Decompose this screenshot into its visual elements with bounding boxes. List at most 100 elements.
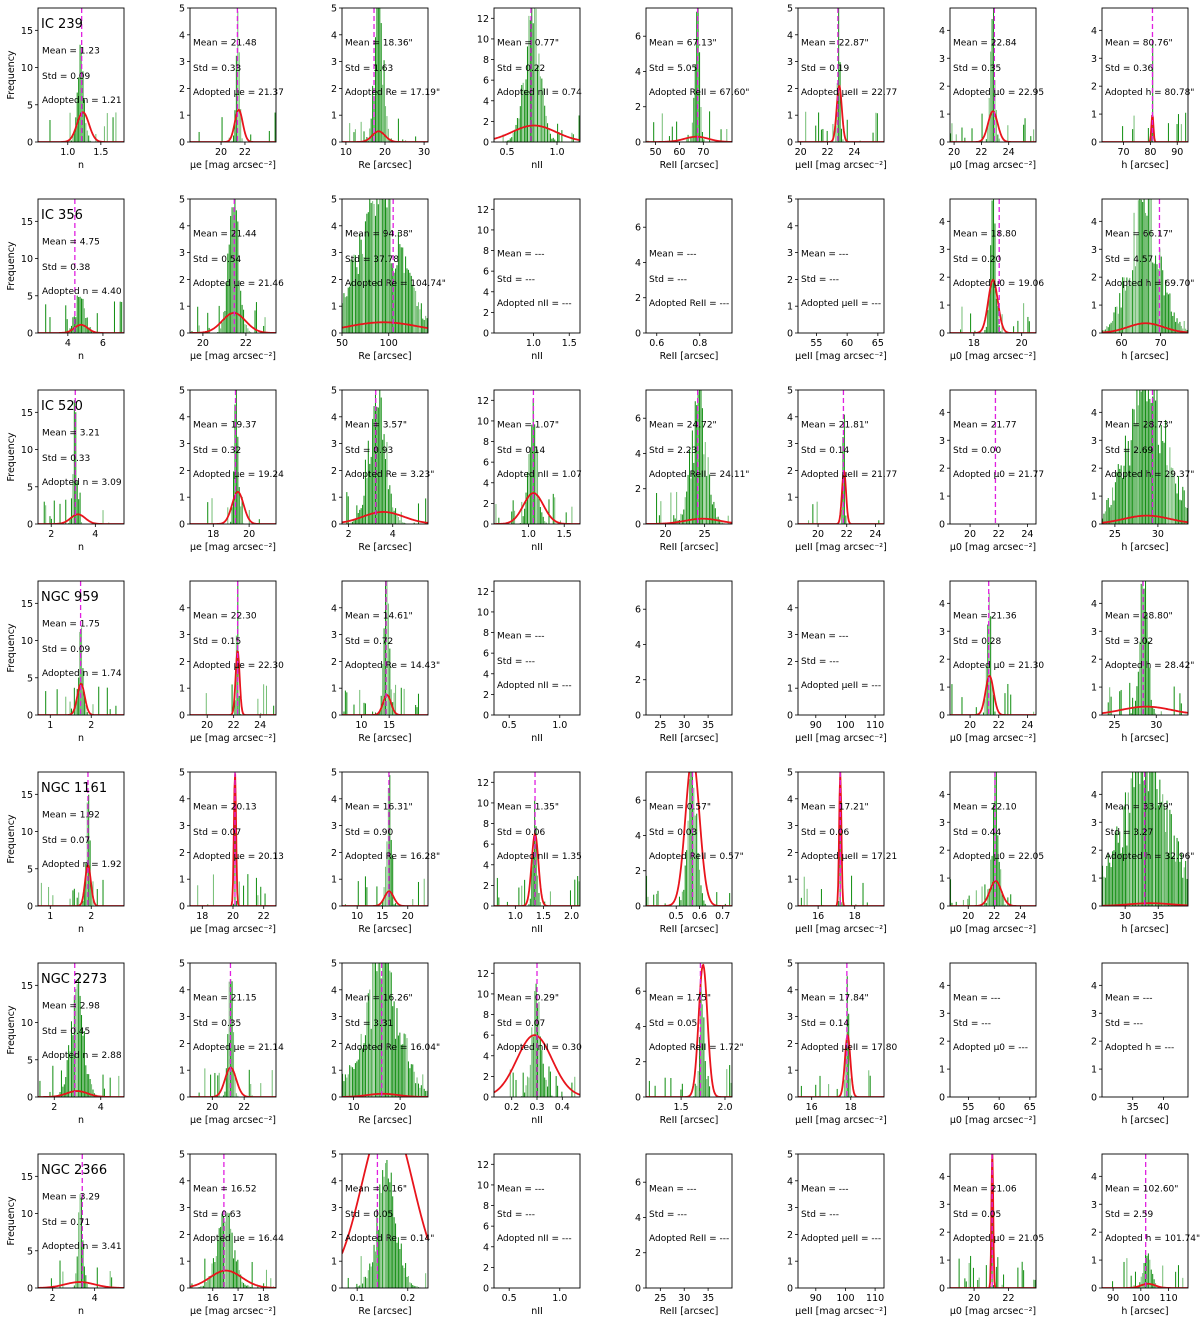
x-tick-label: 90 (810, 1293, 822, 1304)
histogram-bar (972, 1267, 974, 1288)
histogram-bar (694, 815, 696, 906)
std-stat-text: Std = 0.05 (953, 1210, 1001, 1220)
y-tick-label: 1 (1091, 874, 1097, 885)
x-tick-label: 70 (1117, 147, 1129, 158)
histogram-bar (1112, 851, 1114, 906)
x-tick-label: 0.5 (502, 720, 517, 731)
galaxy-name: IC 356 (41, 208, 83, 223)
adopted-stat-text: Adopted μe = 21.46 (193, 279, 284, 289)
histogram-bar (541, 78, 543, 142)
y-tick-label: 0 (331, 329, 337, 340)
y-tick-label: 1 (331, 1066, 337, 1077)
y-tick-label: 4 (179, 794, 185, 805)
mean-stat-text: Mean = --- (801, 1185, 849, 1195)
histogram-bar (727, 515, 729, 524)
histogram-bar (405, 256, 407, 333)
y-tick-label: 10 (477, 798, 489, 809)
histogram-bar (417, 1083, 419, 1097)
histogram-bar (353, 704, 355, 715)
histogram-bar (260, 886, 262, 906)
histogram-bar (60, 1070, 62, 1097)
histogram-bar (815, 125, 817, 142)
histogram-bar (410, 1283, 412, 1288)
y-tick-label: 4 (635, 1022, 641, 1033)
histogram-bar (399, 244, 401, 333)
x-axis-label: μe [mag arcsec⁻²] (190, 542, 276, 553)
y-tick-label: 8 (483, 437, 489, 448)
histogram-bar (405, 1263, 407, 1288)
y-tick-label: 6 (483, 1031, 489, 1042)
histogram-bar (238, 1270, 240, 1288)
y-tick-label: 4 (483, 1051, 489, 1062)
histogram-bar (1102, 865, 1104, 906)
histogram-bar (1124, 435, 1126, 524)
y-tick-label: 8 (483, 1010, 489, 1021)
y-tick-label: 12 (477, 396, 489, 407)
y-tick-label: 4 (635, 67, 641, 78)
histogram-bar (364, 1276, 366, 1288)
histogram-bar (111, 1277, 113, 1288)
y-tick-label: 1 (939, 492, 945, 503)
histogram-bar (524, 508, 526, 524)
histogram-bar (816, 501, 818, 524)
y-tick-label: 12 (477, 1160, 489, 1171)
histogram-bar (525, 492, 527, 524)
mean-stat-text: Mean = 21.36 (953, 612, 1017, 622)
histogram-bar (68, 1045, 70, 1097)
x-tick-label: 60 (993, 1102, 1005, 1113)
histogram-bar (363, 702, 365, 715)
histogram-bar (400, 247, 402, 333)
histogram-bar (1173, 475, 1175, 524)
histogram-bar (554, 139, 556, 142)
histogram-bar (224, 310, 226, 333)
histogram-bar (1149, 772, 1151, 906)
mean-stat-text: Mean = --- (801, 632, 849, 642)
histogram-bar (1010, 694, 1012, 715)
y-tick-label: 4 (331, 985, 337, 996)
adopted-stat-text: Adopted n = 4.40 (42, 287, 122, 297)
histogram-bar (965, 1281, 967, 1288)
y-tick-label: 5 (27, 1055, 33, 1066)
histogram-bar (531, 424, 533, 524)
histogram-bar (1001, 1284, 1003, 1288)
histogram-bar (416, 707, 418, 715)
histogram-bar (235, 1093, 237, 1097)
adopted-stat-text: Adopted nII = 0.30 (497, 1043, 582, 1053)
x-tick-label: 20 (215, 147, 227, 158)
histogram-bar (542, 1063, 544, 1097)
histogram-bar (103, 1088, 105, 1097)
y-tick-label: 5 (331, 386, 337, 397)
histogram-bar (551, 138, 553, 142)
x-axis-label: μeII [mag arcsec⁻²] (795, 1306, 887, 1317)
histogram-bar (693, 97, 695, 142)
histogram-bar (548, 499, 550, 524)
histogram-bar (984, 699, 986, 715)
histogram-bar (372, 711, 374, 715)
histogram-bar (838, 8, 840, 142)
histogram-bar (1139, 199, 1141, 333)
histogram-bar (208, 1276, 210, 1288)
histogram-bar (403, 1033, 405, 1097)
histogram-bar (714, 508, 716, 524)
histogram-bar (1169, 809, 1171, 906)
y-tick-label: 2 (787, 1230, 793, 1241)
panel-frame (949, 198, 1037, 334)
x-tick-label: 50 (650, 147, 662, 158)
y-tick-label: 1 (787, 302, 793, 313)
x-tick-label: 22 (975, 147, 987, 158)
histogram-bar (1160, 256, 1162, 333)
x-axis-label: μ0 [mag arcsec⁻²] (950, 1115, 1036, 1126)
histogram-bar (349, 286, 351, 333)
adopted-stat-text: Adopted ReII = 24.11" (649, 470, 749, 480)
adopted-stat-text: Adopted μeII = 17.21 (801, 852, 897, 862)
gaussian-fit-curve (950, 110, 1036, 142)
x-tick-label: 2 (50, 1293, 56, 1304)
histogram-bar (1110, 504, 1112, 524)
histogram-bar (1119, 831, 1121, 906)
histogram-bar (88, 794, 90, 906)
histogram-bar (838, 901, 840, 906)
panel-marks (950, 1154, 1036, 1288)
